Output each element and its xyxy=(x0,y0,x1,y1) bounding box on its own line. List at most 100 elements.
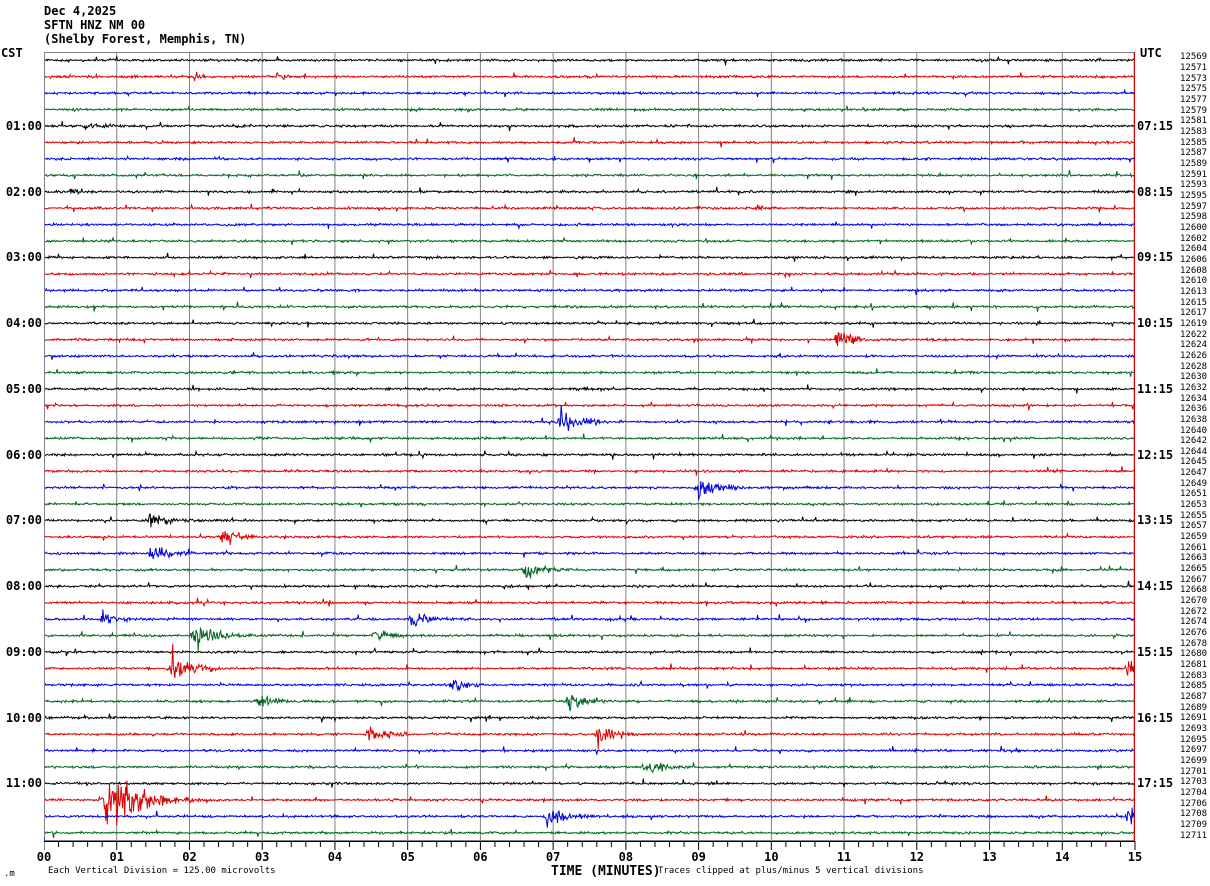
hour-label-cst-0600: 06:00 xyxy=(5,447,42,462)
trace-number: 12571 xyxy=(1180,62,1208,73)
hour-label-cst-0700: 07:00 xyxy=(5,513,42,528)
trace-line xyxy=(44,221,1135,231)
trace-number: 12655 xyxy=(1180,510,1208,521)
hour-label-cst-0500: 05:00 xyxy=(5,381,42,396)
trace-number: 12630 xyxy=(1180,372,1208,383)
hour-label-cst-0900: 09:00 xyxy=(5,644,42,659)
trace-number: 12597 xyxy=(1180,201,1208,212)
trace-number: 12632 xyxy=(1180,382,1208,393)
trace-number: 12697 xyxy=(1180,745,1208,756)
trace-number: 12668 xyxy=(1180,585,1208,596)
trace-line xyxy=(44,269,1135,279)
hour-label-cst-0800: 08:00 xyxy=(5,579,42,594)
hour-label-utc-1715: 17:15 xyxy=(1137,776,1174,791)
trace-line xyxy=(44,368,1135,378)
trace-line xyxy=(44,807,1135,828)
trace-number: 12644 xyxy=(1180,446,1208,457)
trace-number: 12598 xyxy=(1180,212,1208,223)
x-tick-10: 10 xyxy=(764,850,779,864)
header-station: SFTN HNZ NM 00 xyxy=(44,18,146,32)
trace-line xyxy=(44,762,1135,774)
trace-number: 12659 xyxy=(1180,532,1208,543)
trace-line xyxy=(44,547,1135,560)
header-location: (Shelby Forest, Memphis, TN) xyxy=(44,32,247,46)
trace-number: 12617 xyxy=(1180,308,1208,319)
trace-line xyxy=(44,286,1135,296)
trace-number: 12579 xyxy=(1180,105,1208,116)
trace-number: 12709 xyxy=(1180,820,1208,830)
trace-number: 12591 xyxy=(1180,169,1208,180)
trace-number: 12708 xyxy=(1180,809,1208,820)
trace-number: 12573 xyxy=(1180,73,1208,84)
hour-label-utc-1015: 10:15 xyxy=(1137,316,1174,331)
x-tick-13: 13 xyxy=(982,850,997,864)
trace-number: 12674 xyxy=(1180,617,1208,628)
trace-number: 12575 xyxy=(1180,84,1208,95)
x-tick-01: 01 xyxy=(109,850,124,864)
trace-number: 12657 xyxy=(1180,521,1208,532)
trace-line xyxy=(44,352,1135,361)
trace-line xyxy=(44,647,1135,657)
x-tick-14: 14 xyxy=(1055,850,1070,864)
trace-number: 12595 xyxy=(1180,190,1208,201)
cst-axis-label: CST xyxy=(1,46,23,60)
x-tick-00: 00 xyxy=(36,850,52,864)
hour-label-utc-1215: 12:15 xyxy=(1137,447,1174,462)
trace-number: 12685 xyxy=(1180,681,1208,692)
hour-label-cst-0400: 04:00 xyxy=(5,316,42,331)
helicorder-plot xyxy=(44,52,1135,841)
trace-number: 12649 xyxy=(1180,478,1208,489)
trace-line xyxy=(44,405,1135,431)
trace-line xyxy=(44,449,1135,460)
x-tick-02: 02 xyxy=(182,850,197,864)
x-tick-11: 11 xyxy=(836,850,852,864)
corner-tick-label: .m xyxy=(4,869,15,879)
trace-number: 12636 xyxy=(1180,404,1208,415)
trace-line xyxy=(44,466,1135,476)
trace-line xyxy=(44,726,1135,749)
trace-line xyxy=(44,481,1135,501)
trace-line xyxy=(44,609,1135,627)
trace-line xyxy=(44,105,1135,114)
trace-number: 12693 xyxy=(1180,724,1208,735)
x-tick-15: 15 xyxy=(1127,850,1143,864)
trace-number: 12613 xyxy=(1180,286,1208,297)
trace-number: 12683 xyxy=(1180,670,1208,681)
trace-line xyxy=(44,169,1135,180)
trace-line xyxy=(44,203,1135,214)
trace-number: 12711 xyxy=(1180,830,1208,841)
trace-line xyxy=(44,580,1135,591)
trace-number: 12653 xyxy=(1180,500,1208,511)
hour-label-cst-1100: 11:00 xyxy=(5,776,42,791)
trace-number: 12589 xyxy=(1180,158,1208,169)
trace-line xyxy=(44,745,1135,756)
trace-line xyxy=(44,643,1135,679)
trace-line xyxy=(44,626,1135,651)
trace-number: 12624 xyxy=(1180,340,1208,351)
trace-number: 12703 xyxy=(1180,777,1208,788)
trace-group xyxy=(44,56,1135,838)
trace-number: 12640 xyxy=(1180,425,1208,436)
trace-line xyxy=(44,301,1135,312)
x-tick-04: 04 xyxy=(327,850,343,864)
plot-frame xyxy=(44,52,1135,841)
trace-number: 12606 xyxy=(1180,254,1208,265)
trace-line xyxy=(44,513,1135,528)
trace-number: 12706 xyxy=(1180,798,1208,809)
hour-label-cst-0100: 01:00 xyxy=(5,118,42,133)
hour-label-utc-1415: 14:15 xyxy=(1137,579,1174,594)
x-tick-03: 03 xyxy=(254,850,270,864)
hour-label-utc-1615: 16:15 xyxy=(1137,710,1174,725)
trace-number: 12665 xyxy=(1180,564,1208,575)
trace-line xyxy=(44,121,1135,132)
footnote-scale: Each Vertical Division = 125.00 microvol… xyxy=(48,866,276,876)
trace-number: 12583 xyxy=(1180,126,1208,137)
trace-number: 12651 xyxy=(1180,489,1208,500)
header-date: Dec 4,2025 xyxy=(44,4,117,18)
x-tick-08: 08 xyxy=(618,850,634,864)
trace-line xyxy=(44,778,1135,788)
trace-number: 12619 xyxy=(1180,318,1208,329)
trace-number: 12626 xyxy=(1180,350,1208,361)
hour-label-cst-1000: 10:00 xyxy=(5,710,42,725)
footnote-clipping: Traces clipped at plus/minus 5 vertical … xyxy=(658,866,924,876)
